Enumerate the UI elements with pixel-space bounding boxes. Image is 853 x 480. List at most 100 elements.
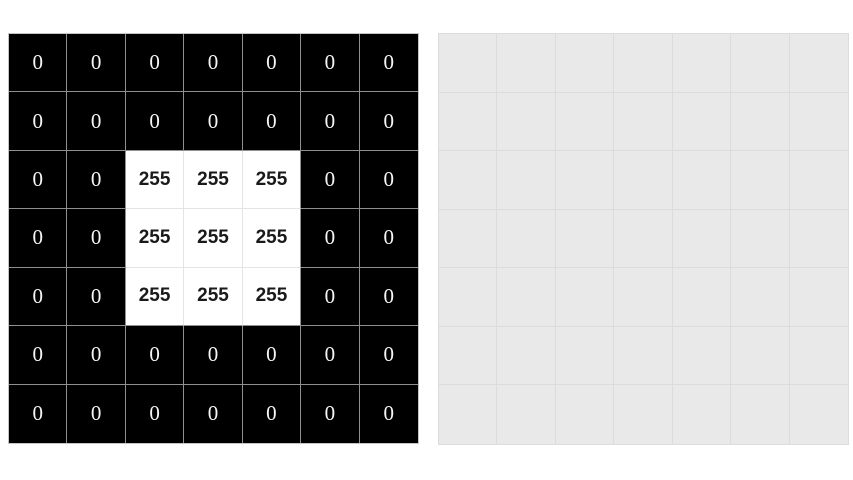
pixel-cell-r2-c2: 0 (67, 92, 126, 151)
pixel-cell-r1-c5: 0 (242, 34, 302, 93)
output-cell-r7-c7 (789, 385, 848, 444)
pixel-cell-r4-c7: 0 (359, 209, 418, 268)
output-cell-r4-c7 (789, 209, 848, 269)
pixel-cell-r2-c3: 0 (125, 92, 185, 151)
pixel-cell-r5-c5: 255 (242, 267, 302, 327)
output-cell-r4-c2 (497, 209, 556, 269)
output-cell-r5-c2 (497, 268, 556, 327)
pixel-cell-r3-c7: 0 (359, 150, 418, 210)
pixel-cell-r1-c6: 0 (301, 34, 360, 93)
output-cell-r6-c2 (497, 326, 556, 386)
output-cell-r6-c3 (555, 326, 615, 386)
pixel-cell-r6-c4: 0 (184, 326, 243, 385)
output-cell-r4-c4 (614, 209, 673, 269)
output-cell-r1-c3 (555, 34, 615, 93)
pixel-cell-r5-c6: 0 (301, 267, 360, 327)
pixel-cell-r1-c3: 0 (125, 34, 185, 93)
output-cell-r5-c4 (614, 268, 673, 327)
output-cell-r4-c5 (672, 209, 732, 269)
pixel-cell-r5-c2: 0 (67, 267, 126, 327)
pixel-cell-r6-c7: 0 (359, 326, 418, 385)
pixel-cell-r7-c4: 0 (184, 384, 243, 443)
output-cell-r7-c6 (731, 385, 790, 444)
output-cell-r3-c2 (497, 151, 556, 210)
pixel-cell-r1-c7: 0 (359, 34, 418, 93)
output-cell-r3-c1 (439, 151, 498, 210)
output-cell-r5-c6 (731, 268, 790, 327)
output-cell-r2-c4 (614, 92, 673, 152)
output-cell-r7-c2 (497, 385, 556, 444)
pixel-cell-r6-c2: 0 (67, 326, 126, 385)
pixel-cell-r2-c4: 0 (184, 92, 243, 151)
output-cell-r5-c1 (439, 268, 498, 327)
output-cell-r2-c5 (672, 92, 732, 152)
output-cell-r1-c6 (731, 34, 790, 93)
output-cell-r6-c7 (789, 326, 848, 386)
pixel-cell-r6-c1: 0 (9, 326, 68, 385)
output-cell-r6-c6 (731, 326, 790, 386)
output-cell-r7-c4 (614, 385, 673, 444)
output-cell-r2-c6 (731, 92, 790, 152)
output-cell-r1-c4 (614, 34, 673, 93)
input-pixel-matrix: 0 0 0 0 0 0 0 0 0 0 0 0 0 0 0 0 255 255 255 0 0 0 0 255 255 255 0 0… (8, 33, 419, 444)
pixel-cell-r5-c7: 0 (359, 267, 418, 327)
pixel-cell-r3-c3: 255 (125, 150, 185, 210)
pixel-cell-r5-c3: 255 (125, 267, 185, 327)
output-cell-r2-c3 (555, 92, 615, 152)
pixel-cell-r4-c5: 255 (242, 209, 302, 268)
output-cell-r1-c7 (789, 34, 848, 93)
pixel-cell-r6-c3: 0 (125, 326, 185, 385)
output-cell-r2-c2 (497, 92, 556, 152)
output-cell-r7-c5 (672, 385, 732, 444)
output-cell-r3-c3 (555, 151, 615, 210)
pixel-cell-r7-c3: 0 (125, 384, 185, 443)
pixel-cell-r3-c4: 255 (184, 150, 243, 210)
pixel-cell-r4-c3: 255 (125, 209, 185, 268)
pixel-cell-r2-c7: 0 (359, 92, 418, 151)
output-cell-r6-c5 (672, 326, 732, 386)
output-cell-r2-c1 (439, 92, 498, 152)
pixel-cell-r2-c5: 0 (242, 92, 302, 151)
pixel-cell-r4-c2: 0 (67, 209, 126, 268)
pixel-cell-r1-c4: 0 (184, 34, 243, 93)
output-cell-r1-c2 (497, 34, 556, 93)
pixel-cell-r4-c4: 255 (184, 209, 243, 268)
pixel-cell-r4-c1: 0 (9, 209, 68, 268)
pixel-cell-r7-c6: 0 (301, 384, 360, 443)
pixel-cell-r7-c5: 0 (242, 384, 302, 443)
pixel-cell-r6-c5: 0 (242, 326, 302, 385)
pixel-cell-r7-c7: 0 (359, 384, 418, 443)
pixel-cell-r3-c1: 0 (9, 150, 68, 210)
output-cell-r2-c7 (789, 92, 848, 152)
pixel-cell-r2-c1: 0 (9, 92, 68, 151)
pixel-cell-r2-c6: 0 (301, 92, 360, 151)
output-cell-r5-c3 (555, 268, 615, 327)
output-cell-r3-c5 (672, 151, 732, 210)
pixel-cell-r4-c6: 0 (301, 209, 360, 268)
pixel-cell-r7-c2: 0 (67, 384, 126, 443)
pixel-cell-r1-c2: 0 (67, 34, 126, 93)
pixel-cell-r3-c5: 255 (242, 150, 302, 210)
output-cell-r1-c5 (672, 34, 732, 93)
output-cell-r5-c7 (789, 268, 848, 327)
output-cell-r7-c3 (555, 385, 615, 444)
output-cell-r1-c1 (439, 34, 498, 93)
output-cell-r4-c3 (555, 209, 615, 269)
pixel-cell-r1-c1: 0 (9, 34, 68, 93)
output-cell-r3-c4 (614, 151, 673, 210)
pixel-cell-r5-c4: 255 (184, 267, 243, 327)
output-cell-r6-c1 (439, 326, 498, 386)
output-cell-r4-c1 (439, 209, 498, 269)
output-cell-r7-c1 (439, 385, 498, 444)
pixel-cell-r3-c6: 0 (301, 150, 360, 210)
pixel-cell-r7-c1: 0 (9, 384, 68, 443)
output-cell-r3-c6 (731, 151, 790, 210)
pixel-cell-r3-c2: 0 (67, 150, 126, 210)
output-cell-r3-c7 (789, 151, 848, 210)
pixel-cell-r6-c6: 0 (301, 326, 360, 385)
output-cell-r6-c4 (614, 326, 673, 386)
pixel-cell-r5-c1: 0 (9, 267, 68, 327)
output-empty-grid (438, 33, 849, 445)
output-cell-r5-c5 (672, 268, 732, 327)
